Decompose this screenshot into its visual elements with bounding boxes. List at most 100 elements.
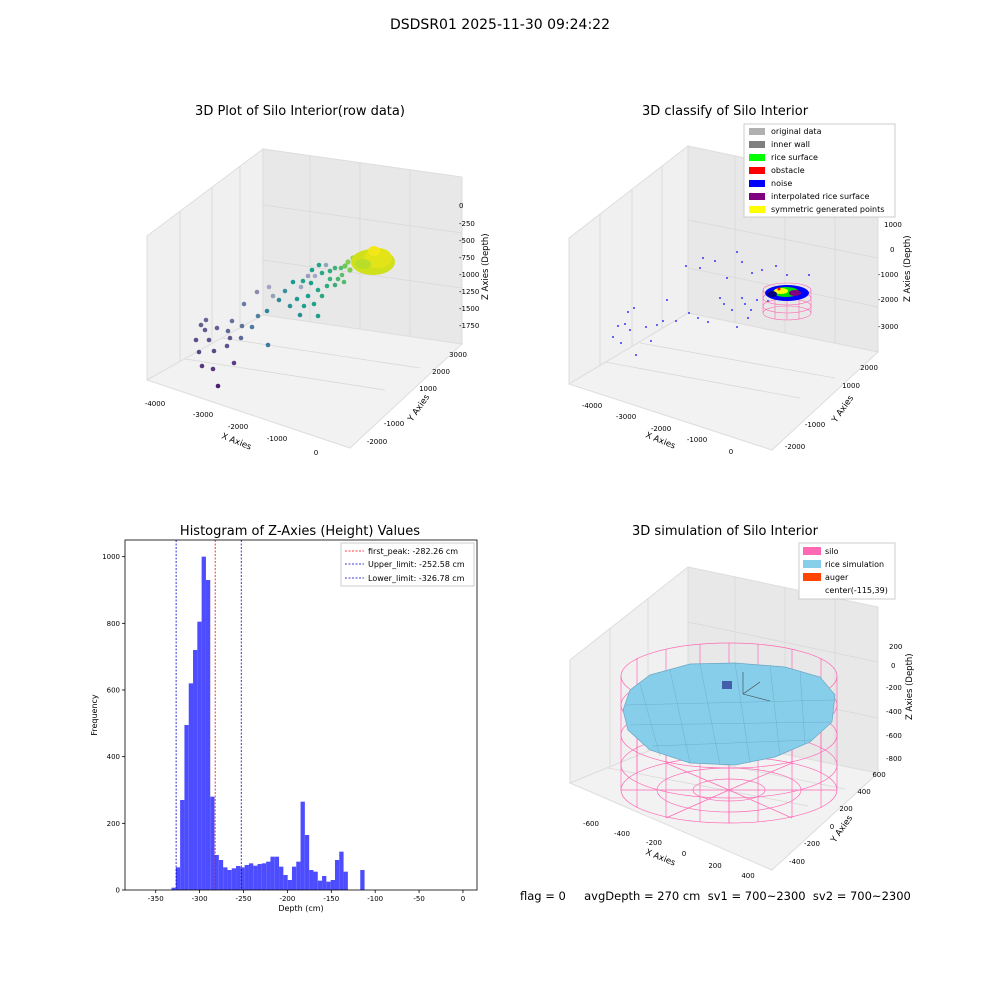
panel2-noise-points bbox=[612, 251, 810, 356]
legend-label: noise bbox=[771, 179, 792, 188]
histogram-bar bbox=[326, 881, 331, 890]
panel1-z-tick: -1250 bbox=[459, 288, 479, 296]
panel1-z-tick: -1000 bbox=[459, 271, 479, 279]
histogram-chart: -350 -300 -250 -200 -150 -100 -50 0 0 200 400 600 8… bbox=[90, 539, 478, 913]
panel1-z-tick: 0 bbox=[459, 202, 463, 210]
panel4-z-label: Z Axies (Depth) bbox=[905, 653, 915, 720]
legend-label: original data bbox=[771, 127, 822, 136]
histogram-bar bbox=[279, 866, 284, 890]
panel2-y-tick: 1000 bbox=[842, 382, 860, 390]
histogram-bar bbox=[193, 650, 198, 890]
panel2-x-tick: -4000 bbox=[582, 402, 602, 410]
legend-swatch-silo bbox=[803, 547, 821, 555]
histogram-bar bbox=[313, 871, 318, 890]
panel4-z-tick: -200 bbox=[886, 684, 902, 692]
histogram-y-tick-label: 400 bbox=[107, 753, 120, 761]
legend-swatch-auger bbox=[803, 573, 821, 581]
histogram-bar bbox=[175, 867, 181, 890]
panel4-y-tick: 600 bbox=[872, 771, 885, 779]
panel4-x-label: X Axies bbox=[644, 848, 677, 869]
panel1-x-tick: -3000 bbox=[193, 411, 213, 419]
panel4-rice-surface bbox=[622, 662, 836, 766]
panel4-y-tick: 400 bbox=[857, 788, 870, 796]
panel2-y-tick: -1000 bbox=[805, 421, 825, 429]
panel2-z-label: Z Axies (Depth) bbox=[903, 235, 913, 302]
panel1-z-tick: -1750 bbox=[459, 322, 479, 330]
panel4-title: 3D simulation of Silo Interior bbox=[632, 524, 818, 539]
histogram-bar bbox=[227, 870, 232, 890]
histogram-bar bbox=[270, 856, 275, 890]
panel1-y-tick: 2000 bbox=[432, 368, 450, 376]
panel1-x-tick: -4000 bbox=[145, 400, 165, 408]
histogram-bar bbox=[214, 855, 219, 890]
panel4-z-tick: -600 bbox=[886, 732, 902, 740]
panel1-y-tick: -1000 bbox=[384, 420, 404, 428]
histogram-bar bbox=[231, 868, 237, 890]
histogram-bar bbox=[296, 861, 301, 890]
panel4-x-tick: 200 bbox=[708, 862, 721, 870]
panel1-title: 3D Plot of Silo Interior(row data) bbox=[195, 104, 405, 119]
panel1-x-tick: -1000 bbox=[267, 435, 287, 443]
panel2-3d-plot: original data inner wall rice surface ob… bbox=[567, 123, 913, 456]
panel2-y-label: Y Axies bbox=[830, 393, 857, 425]
panel2-x-tick: -2000 bbox=[651, 425, 671, 433]
legend-label: interpolated rice surface bbox=[771, 192, 869, 201]
panel3-title: Histogram of Z-Axies (Height) Values bbox=[179, 524, 421, 539]
legend-swatch-rice-surface bbox=[749, 154, 765, 161]
histogram-bar bbox=[201, 556, 206, 890]
histogram-y-tick-label: 600 bbox=[107, 687, 120, 695]
legend-swatch-interpolated bbox=[749, 193, 765, 200]
histogram-bar bbox=[171, 887, 176, 890]
histogram-x-tick-label: -200 bbox=[279, 895, 295, 903]
panel2-y-tick: 2000 bbox=[860, 364, 878, 372]
legend-lower-limit: Lower_limit: -326.78 cm bbox=[368, 574, 465, 583]
panel1-back-pane bbox=[262, 148, 463, 345]
histogram-bar bbox=[322, 876, 327, 890]
histogram-bar bbox=[266, 861, 271, 890]
histogram-frame bbox=[124, 539, 478, 891]
histogram-bar bbox=[304, 835, 310, 890]
panel4-legend: silo rice simulation auger center(-115,3… bbox=[798, 542, 896, 600]
panel4-rice-mesh bbox=[625, 662, 835, 766]
histogram-bar bbox=[343, 871, 348, 890]
panel4-center-marker bbox=[722, 672, 771, 702]
panel4-z-tick: 0 bbox=[891, 662, 895, 670]
histogram-bar bbox=[244, 865, 249, 890]
panel1-z-tick: -500 bbox=[459, 237, 475, 245]
panel2-floor-pane bbox=[567, 312, 880, 451]
histogram-y-label: Frequency bbox=[90, 694, 99, 736]
histogram-y-tick-label: 200 bbox=[107, 820, 120, 828]
histogram-bar bbox=[257, 864, 262, 890]
panel2-x-tick: -1000 bbox=[687, 436, 707, 444]
histogram-bar bbox=[205, 580, 211, 890]
histogram-bar bbox=[330, 880, 335, 890]
panel2-legend: original data inner wall rice surface ob… bbox=[743, 123, 896, 218]
legend-swatch-inner-wall bbox=[749, 141, 765, 148]
panel2-x-tick: 0 bbox=[729, 448, 733, 456]
histogram-bar bbox=[360, 870, 365, 890]
panel4-y-tick: -400 bbox=[789, 858, 805, 866]
legend-label: auger bbox=[825, 573, 849, 582]
panel1-floor-pane bbox=[145, 314, 464, 449]
histogram-bar bbox=[287, 880, 292, 890]
histogram-x-tick-label: -350 bbox=[148, 895, 164, 903]
panel4-z-tick: -800 bbox=[886, 755, 902, 763]
panel1-z-tick: -750 bbox=[459, 254, 475, 262]
panel4-x-tick: 0 bbox=[682, 850, 686, 858]
histogram-bar bbox=[317, 880, 323, 890]
histogram-bar bbox=[184, 725, 189, 890]
panel1-y-label: Y Axies bbox=[406, 392, 433, 424]
panel1-3d-plot: -4000 -3000 -2000 -1000 0 -2000 -1000 10… bbox=[145, 148, 490, 457]
panel4-y-tick: 0 bbox=[830, 823, 834, 831]
panel2-z-tick: -1000 bbox=[878, 271, 898, 279]
legend-label: rice simulation bbox=[825, 560, 884, 569]
panel1-z-tick: -1500 bbox=[459, 305, 479, 313]
histogram-bar bbox=[300, 801, 305, 890]
histogram-x-tick-label: -250 bbox=[236, 895, 252, 903]
histogram-bar bbox=[180, 800, 185, 890]
panel2-y-tick: -2000 bbox=[785, 443, 805, 451]
histogram-y-tick-label: 1000 bbox=[102, 553, 120, 561]
histogram-bar bbox=[188, 683, 194, 890]
legend-upper-limit: Upper_limit: -252.58 cm bbox=[368, 560, 465, 569]
histogram-bar bbox=[218, 860, 224, 890]
